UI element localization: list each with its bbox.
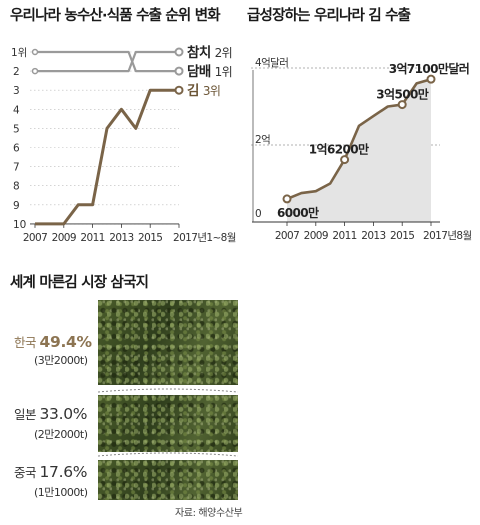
- x-tick-label: 2011: [332, 230, 356, 242]
- seaweed-bar-japan: [98, 395, 238, 452]
- x-tick-label: 2011: [80, 232, 104, 244]
- x-tick-label: 2009: [52, 232, 76, 244]
- series-rank: 3위: [203, 84, 220, 98]
- data-point-marker: [426, 74, 436, 84]
- series-end-marker: [174, 66, 184, 76]
- data-point-marker: [397, 100, 407, 110]
- share-label-china: 중국 17.6%: [14, 462, 88, 481]
- data-point-marker: [340, 155, 350, 165]
- data-label: 1억6200만: [309, 142, 369, 157]
- tonnage-label-japan: (2만2000t): [34, 428, 88, 441]
- series-start-marker: [31, 48, 39, 56]
- x-tick-label: 2013: [361, 230, 385, 242]
- seaweed-bar-china: [98, 460, 238, 500]
- share-label-japan: 일본 33.0%: [14, 404, 88, 423]
- series-name: 참치: [187, 44, 211, 61]
- chart2-title: 급성장하는 우리나라 김 수출: [247, 8, 411, 24]
- area-fill: [287, 79, 431, 222]
- bar-divider: [97, 388, 239, 393]
- share-value: 17.6%: [39, 463, 88, 481]
- data-label: 3억500만: [376, 87, 428, 102]
- y-tick-label: 9: [13, 200, 20, 212]
- series-rank: 1위: [215, 65, 232, 79]
- share-label-korea: 한국 49.4%: [14, 332, 92, 351]
- x-tick-label: 2013: [109, 232, 133, 244]
- y-tick-label: 2억: [255, 134, 270, 146]
- series-start-marker: [31, 67, 39, 75]
- y-tick-label: 5: [13, 123, 20, 135]
- y-tick-label: 4억달러: [255, 57, 288, 69]
- y-tick-label: 4: [13, 104, 20, 116]
- data-point-marker: [282, 194, 292, 204]
- seaweed-bar-korea: [98, 300, 238, 385]
- source-note: 자료: 해양수산부: [175, 508, 243, 519]
- chart3-title: 세계 마른김 시장 삼국지: [10, 275, 149, 291]
- series-end-marker: [174, 47, 184, 57]
- series-end-marker: [174, 85, 184, 95]
- data-label: 3억7100만달러: [389, 61, 470, 76]
- y-tick-label: 6: [13, 143, 20, 155]
- series-label: 담배 1위: [187, 63, 232, 80]
- x-tick-label: 2009: [304, 230, 328, 242]
- x-tick-label: 2015: [138, 232, 162, 244]
- series-label: 김 3위: [187, 83, 220, 99]
- series-name: 김: [187, 83, 199, 99]
- y-tick-label: 3: [13, 85, 20, 97]
- series-label: 참치 2위: [187, 44, 232, 61]
- tonnage-label-china: (1만1000t): [34, 486, 88, 499]
- y-tick-label: 0: [255, 208, 261, 220]
- export-area-chart: 0 2억 4억달러 2007 2009 2011 2013 2015 2017년8월 6000만 1…: [251, 57, 472, 242]
- country-name: 중국: [14, 465, 37, 480]
- series-line-1: [35, 50, 179, 73]
- bar-divider: [97, 452, 239, 457]
- series-line-0: [35, 50, 179, 73]
- share-value: 33.0%: [39, 405, 88, 423]
- x-tick-label: 2017년8월: [423, 230, 472, 242]
- tonnage-label-korea: (3만2000t): [34, 354, 88, 367]
- y-tick-label: 7: [13, 162, 20, 174]
- y-tick-label: 10: [13, 219, 26, 231]
- series-line: [286, 77, 432, 201]
- country-name: 일본: [14, 407, 37, 422]
- series-name: 담배: [187, 63, 211, 80]
- x-tick-label: 2007: [23, 232, 47, 244]
- x-tick-label: 2007: [275, 230, 299, 242]
- data-label: 6000만: [277, 205, 319, 220]
- x-tick-label: 2015: [390, 230, 414, 242]
- series-line-2: [35, 88, 179, 226]
- country-name: 한국: [14, 335, 37, 350]
- chart1-title: 우리나라 농수산·식품 수출 순위 변화: [10, 8, 221, 24]
- share-value: 49.4%: [39, 333, 93, 351]
- y-tick-label: 2: [13, 66, 20, 78]
- y-tick-label: 1위: [11, 46, 27, 59]
- series-rank: 2위: [215, 46, 232, 60]
- y-tick-label: 8: [13, 181, 20, 193]
- x-tick-label: 2017년1~8월: [173, 232, 236, 244]
